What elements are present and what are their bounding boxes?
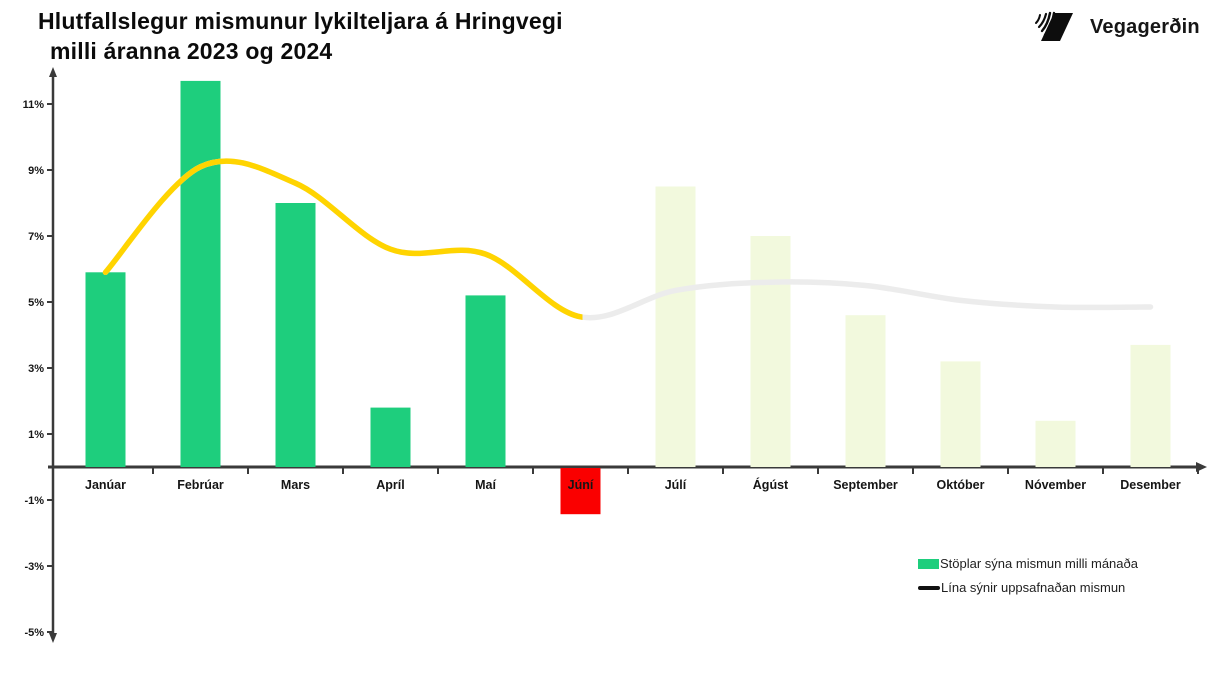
- x-tick-label-júní: Júní: [568, 478, 594, 492]
- bar-febrúar: [180, 80, 221, 468]
- x-tick-label-maí: Maí: [475, 478, 496, 492]
- y-axis-tick-label: 5%: [28, 297, 44, 309]
- x-tick-label-janúar: Janúar: [85, 478, 126, 492]
- x-tick-label-september: September: [833, 478, 898, 492]
- x-tick-label-október: Október: [937, 478, 985, 492]
- legend-item-line: Lína sýnir uppsafnaðan mismun: [918, 580, 1138, 595]
- y-axis-tick-label: 7%: [28, 231, 44, 243]
- x-tick-label-ágúst: Ágúst: [753, 477, 789, 492]
- legend-bar-label: Stöplar sýna mismun milli mánaða: [940, 556, 1138, 571]
- y-axis-tick-label: 3%: [28, 363, 44, 375]
- bar-ágúst: [750, 236, 791, 467]
- bar-mars: [275, 203, 316, 467]
- x-tick-label-júlí: Júlí: [665, 478, 687, 492]
- legend-line-swatch: [918, 585, 940, 590]
- bar-apríl: [370, 407, 411, 467]
- legend-item-bars: Stöplar sýna mismun milli mánaða: [918, 556, 1138, 571]
- legend-bar-swatch: [918, 558, 939, 569]
- y-axis-arrow-down: [49, 633, 57, 643]
- x-tick-label-desember: Desember: [1120, 478, 1181, 492]
- x-tick-label-febrúar: Febrúar: [177, 478, 224, 492]
- y-axis-tick-label: -5%: [24, 627, 44, 639]
- y-axis-tick-label: -3%: [24, 561, 44, 573]
- bar-janúar: [85, 272, 126, 467]
- bar-júlí: [655, 186, 696, 467]
- page-title-line2: milli áranna 2023 og 2024: [50, 38, 333, 64]
- bar-desember: [1130, 344, 1171, 467]
- y-axis-tick-label: 11%: [23, 99, 45, 111]
- vegagerdin-logo-icon: [1035, 11, 1073, 41]
- bar-október: [940, 361, 981, 467]
- y-axis-tick-label: 9%: [28, 165, 44, 177]
- x-tick-label-mars: Mars: [281, 478, 310, 492]
- page-title-line1: Hlutfallslegur mismunur lykilteljara á H…: [38, 8, 563, 34]
- bar-september: [845, 315, 886, 467]
- x-tick-label-nóvember: Nóvember: [1025, 478, 1086, 492]
- y-axis-tick-label: 1%: [28, 429, 44, 441]
- bar-nóvember: [1035, 420, 1076, 467]
- cumulative-line-solid: [102, 158, 583, 320]
- x-tick-label-apríl: Apríl: [376, 478, 404, 492]
- bar-maí: [465, 295, 506, 467]
- y-axis-tick-label: -1%: [24, 495, 44, 507]
- vegagerdin-logo-text: Vegagerðin: [1090, 15, 1200, 38]
- vegagerdin-logo: Vegagerðin: [1033, 10, 1200, 44]
- bar-júní: [560, 468, 601, 515]
- page-title: Hlutfallslegur mismunur lykilteljara á H…: [38, 6, 563, 66]
- cumulative-line-faded: [102, 158, 1154, 321]
- legend-line-label: Lína sýnir uppsafnaðan mismun: [941, 580, 1126, 595]
- chart-legend: Stöplar sýna mismun milli mánaða Lína sý…: [918, 556, 1138, 595]
- y-axis-arrow-up: [49, 67, 57, 77]
